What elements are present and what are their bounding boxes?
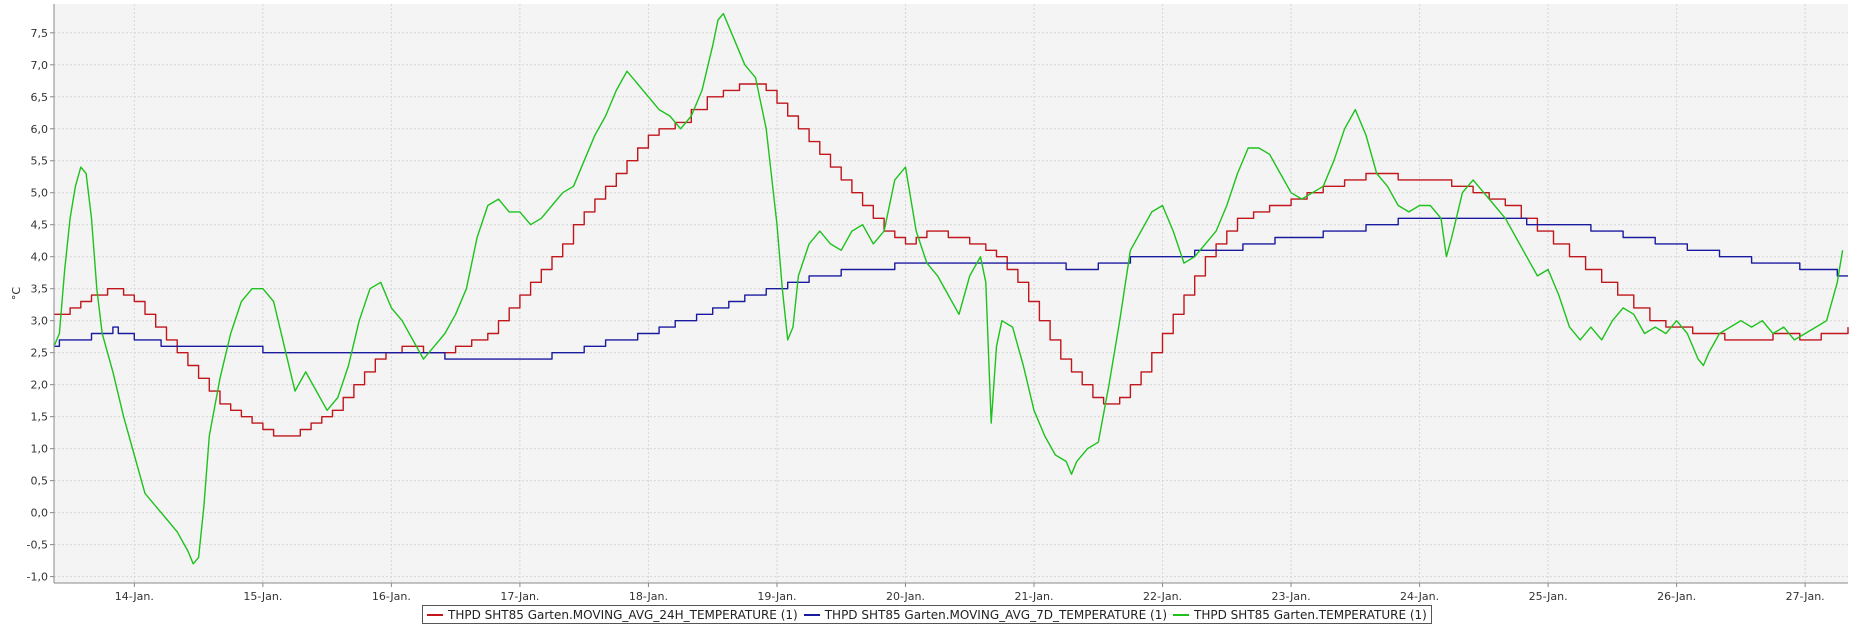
x-tick-label: 26-Jan.: [1657, 590, 1696, 603]
x-tick-label: 25-Jan.: [1529, 590, 1568, 603]
x-tick-label: 15-Jan.: [243, 590, 282, 603]
y-tick-label: 4,0: [31, 251, 49, 264]
y-tick-label: 3,5: [31, 283, 49, 296]
y-tick-label: 3,0: [31, 315, 49, 328]
y-tick-label: 7,0: [31, 59, 49, 72]
legend-swatch-moving-avg-24h: [427, 613, 443, 616]
legend-label-temperature: THPD SHT85 Garten.TEMPERATURE (1): [1194, 607, 1427, 622]
x-tick-label: 21-Jan.: [1014, 590, 1053, 603]
y-tick-label: 1,5: [31, 411, 49, 424]
y-tick-label: 5,0: [31, 187, 49, 200]
x-tick-label: 22-Jan.: [1143, 590, 1182, 603]
y-tick-label: 2,5: [31, 347, 49, 360]
y-axis-title: °C: [10, 287, 23, 301]
x-tick-label: 19-Jan.: [757, 590, 796, 603]
series-line-moving-avg-7d: [54, 217, 1848, 360]
y-tick-label: 1,0: [31, 443, 49, 456]
x-tick-label: 16-Jan.: [372, 590, 411, 603]
y-tick-label: -0,5: [27, 539, 48, 552]
y-tick-label: 7,5: [31, 27, 49, 40]
legend-label-moving-avg-7d: THPD SHT85 Garten.MOVING_AVG_7D_TEMPERAT…: [824, 607, 1168, 622]
y-tick-label: 2,0: [31, 379, 49, 392]
plot-area: [54, 4, 1848, 583]
y-tick-label: 6,0: [31, 123, 49, 136]
x-tick-label: 27-Jan.: [1786, 590, 1825, 603]
y-tick-label: 0,0: [31, 507, 49, 520]
chart-legend: THPD SHT85 Garten.MOVING_AVG_24H_TEMPERA…: [422, 605, 1432, 624]
y-tick-label: 4,5: [31, 219, 49, 232]
legend-label-moving-avg-24h: THPD SHT85 Garten.MOVING_AVG_24H_TEMPERA…: [448, 607, 798, 622]
x-tick-label: 18-Jan.: [629, 590, 668, 603]
y-tick-label: -1,0: [27, 571, 48, 584]
y-tick-label: 6,5: [31, 91, 49, 104]
series-line-temperature: [53, 12, 1844, 565]
legend-swatch-moving-avg-7d: [803, 613, 820, 616]
y-tick-label: 0,5: [31, 475, 49, 488]
legend-item-temperature: THPD SHT85 Garten.TEMPERATURE (1): [1173, 608, 1427, 622]
y-tick-label: 5,5: [31, 155, 49, 168]
legend-item-moving-avg-7d: THPD SHT85 Garten.MOVING_AVG_7D_TEMPERAT…: [803, 607, 1168, 622]
x-tick-label: 14-Jan.: [115, 590, 154, 603]
legend-swatch-temperature: [1173, 613, 1190, 616]
x-tick-label: 24-Jan.: [1400, 590, 1439, 603]
x-tick-label: 17-Jan.: [500, 590, 539, 603]
legend-item-moving-avg-24h: THPD SHT85 Garten.MOVING_AVG_24H_TEMPERA…: [427, 608, 798, 622]
x-tick-label: 23-Jan.: [1272, 590, 1311, 603]
x-tick-label: 20-Jan.: [886, 590, 925, 603]
